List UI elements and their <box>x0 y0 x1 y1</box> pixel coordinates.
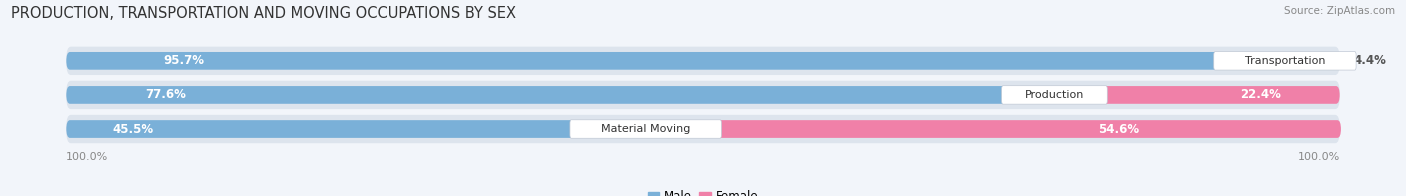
Text: 4.4%: 4.4% <box>1354 54 1386 67</box>
Text: Source: ZipAtlas.com: Source: ZipAtlas.com <box>1284 6 1395 16</box>
Text: 100.0%: 100.0% <box>66 152 108 162</box>
Text: 77.6%: 77.6% <box>145 88 186 102</box>
FancyBboxPatch shape <box>66 81 1340 109</box>
FancyBboxPatch shape <box>66 52 1285 70</box>
Text: 100.0%: 100.0% <box>1298 152 1340 162</box>
FancyBboxPatch shape <box>66 115 1340 143</box>
FancyBboxPatch shape <box>1213 52 1357 70</box>
FancyBboxPatch shape <box>1285 52 1341 70</box>
Text: Transportation: Transportation <box>1244 56 1326 66</box>
FancyBboxPatch shape <box>66 86 1054 104</box>
Text: 95.7%: 95.7% <box>165 54 205 67</box>
Text: Production: Production <box>1025 90 1084 100</box>
Text: Material Moving: Material Moving <box>600 124 690 134</box>
Legend: Male, Female: Male, Female <box>643 186 763 196</box>
Text: PRODUCTION, TRANSPORTATION AND MOVING OCCUPATIONS BY SEX: PRODUCTION, TRANSPORTATION AND MOVING OC… <box>11 6 516 21</box>
Text: 22.4%: 22.4% <box>1240 88 1281 102</box>
FancyBboxPatch shape <box>645 120 1341 138</box>
FancyBboxPatch shape <box>66 47 1340 75</box>
FancyBboxPatch shape <box>569 120 721 138</box>
FancyBboxPatch shape <box>66 120 645 138</box>
Text: 54.6%: 54.6% <box>1098 122 1139 135</box>
Text: 45.5%: 45.5% <box>112 122 153 135</box>
FancyBboxPatch shape <box>1001 86 1108 104</box>
FancyBboxPatch shape <box>1054 86 1340 104</box>
